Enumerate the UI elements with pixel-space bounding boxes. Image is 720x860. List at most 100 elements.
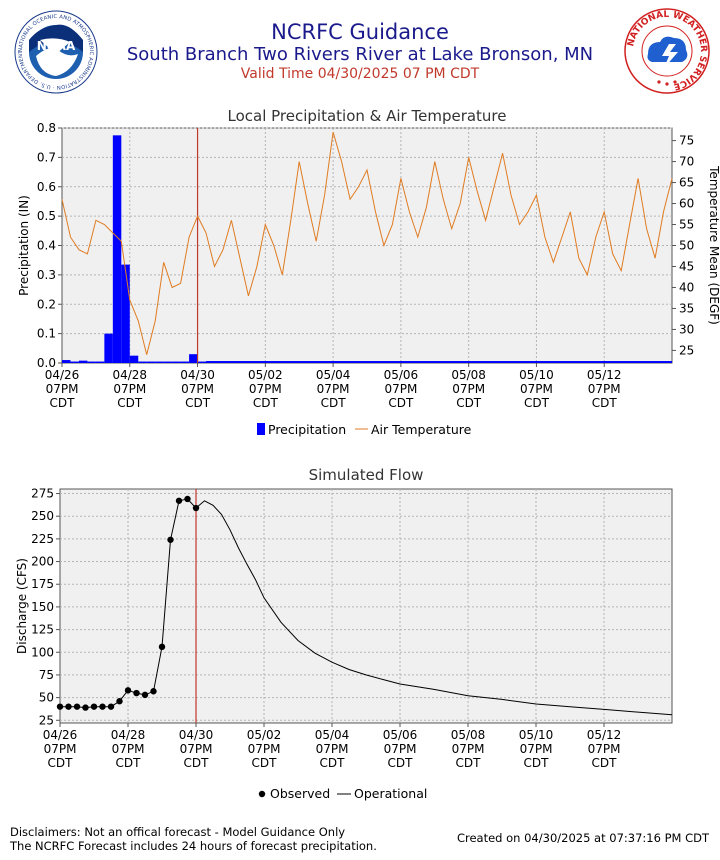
x-tick-label-date: 05/06 [384, 368, 419, 382]
x-tick-label-tz: CDT [252, 756, 278, 770]
x-tick-label-time: 07PM [588, 382, 621, 396]
x-tick-label-time: 07PM [248, 742, 281, 756]
chart-title: Local Precipitation & Air Temperature [227, 107, 506, 125]
x-tick-label-tz: CDT [185, 396, 211, 410]
precip-bar [180, 361, 190, 363]
observed-point [116, 698, 123, 705]
y-tick-label: 225 [31, 532, 54, 546]
y2-axis-label: Temperature Mean (DEGF) [707, 165, 720, 325]
precip-bar [62, 360, 71, 363]
y-tick-label: 0.3 [37, 268, 56, 282]
precip-bar [155, 361, 164, 363]
observed-point [141, 691, 149, 699]
air-temperature-line [61, 132, 673, 355]
y2-tick-label: 70 [679, 155, 694, 169]
y-axis-label: Discharge (CFS) [15, 558, 29, 654]
legend-temp-label: Air Temperature [371, 422, 472, 437]
precip-bar [104, 333, 113, 363]
y-tick-label: 150 [31, 600, 54, 614]
x-tick-label-tz: CDT [320, 756, 346, 770]
x-tick-label-tz: CDT [388, 756, 414, 770]
y-tick-label: 75 [39, 668, 54, 682]
observed-point [107, 703, 115, 710]
precip-bar [87, 361, 96, 363]
y-tick-label: 0.2 [37, 297, 56, 311]
y-tick-label: 125 [31, 623, 54, 637]
x-tick-label-time: 07PM [384, 742, 417, 756]
chart-title: Simulated Flow [309, 466, 424, 484]
observed-point [56, 703, 64, 710]
x-tick-label-date: 05/08 [451, 728, 486, 742]
x-tick-label-time: 07PM [452, 742, 485, 756]
y-tick-label: 0.1 [37, 327, 56, 341]
x-tick-label-time: 07PM [520, 742, 553, 756]
precip-bar [163, 361, 173, 363]
observed-point [65, 703, 72, 710]
y-tick-label: 0.4 [37, 239, 56, 253]
y-tick-label: 175 [31, 577, 54, 591]
y-tick-label: 0.0 [37, 356, 56, 370]
x-tick-label-time: 07PM [249, 382, 282, 396]
legend-observed-swatch [258, 790, 266, 798]
x-tick-label-date: 04/28 [112, 368, 147, 382]
y2-tick-label: 75 [679, 134, 694, 148]
noaa-logo-text: NOAA [37, 39, 76, 53]
x-tick-label-time: 07PM [588, 742, 621, 756]
x-tick-label-date: 04/30 [180, 368, 215, 382]
legend-observed-label: Observed [270, 786, 330, 801]
x-tick-label-tz: CDT [388, 396, 414, 410]
observed-point [175, 497, 183, 504]
operational-line [195, 500, 673, 716]
observed-point [133, 689, 140, 697]
created-timestamp: Created on 04/30/2025 at 07:37:16 PM CDT [456, 831, 709, 845]
observed-point [192, 504, 200, 512]
x-tick-label-date: 05/06 [383, 728, 418, 742]
nws-logo: NATIONAL WEATHER SERVICE [624, 8, 710, 94]
simulated-flow-chart: Simulated Flow04/2607PMCDT04/2807PMCDT04… [15, 466, 673, 801]
x-tick-label-tz: CDT [524, 756, 550, 770]
x-tick-label-tz: CDT [116, 756, 142, 770]
x-tick-label-date: 05/10 [519, 368, 554, 382]
disclaimer-line-2: The NCRFC Forecast includes 24 hours of … [10, 839, 377, 853]
precip-bar [121, 264, 130, 363]
plot-area [59, 488, 673, 724]
observed-point [90, 703, 98, 710]
observed-point [150, 688, 157, 695]
y-tick-label: 200 [31, 555, 54, 569]
y2-tick-label: 40 [679, 280, 694, 294]
x-tick-label-date: 05/12 [587, 368, 622, 382]
noaa-logo: NATIONAL OCEANIC AND ATMOSPHERIC ADMINIS… [14, 10, 98, 94]
y2-tick-label: 60 [679, 197, 694, 211]
y-tick-label: 25 [39, 713, 54, 727]
precip-bar [146, 361, 156, 363]
y-tick-label: 0.5 [37, 209, 56, 223]
y-tick-label: 250 [31, 509, 54, 523]
legend-precip-label: Precipitation [268, 422, 346, 437]
x-tick-label-tz: CDT [117, 396, 143, 410]
y-tick-label: 0.7 [37, 150, 56, 164]
precip-bar [129, 355, 139, 363]
x-tick-label-time: 07PM [180, 742, 213, 756]
x-tick-label-date: 04/28 [111, 728, 146, 742]
precip-temp-chart: Local Precipitation & Air Temperature 04/… [17, 107, 720, 437]
x-tick-label-time: 07PM [113, 382, 146, 396]
x-tick-label-time: 07PM [384, 382, 417, 396]
x-tick-label-date: 05/04 [315, 728, 350, 742]
y2-tick-label: 55 [679, 218, 694, 232]
page-title: NCRFC Guidance [271, 20, 449, 44]
page-subtitle: South Branch Two Rivers River at Lake Br… [126, 44, 594, 65]
x-tick-label-tz: CDT [456, 756, 482, 770]
x-tick-label-tz: CDT [524, 396, 550, 410]
observed-point [82, 704, 89, 711]
x-tick-label-tz: CDT [253, 396, 279, 410]
precip-bar [78, 360, 88, 363]
x-tick-label-time: 07PM [520, 382, 553, 396]
x-tick-label-date: 05/08 [451, 368, 486, 382]
x-tick-label-time: 07PM [452, 382, 485, 396]
observed-point [167, 536, 174, 543]
y2-tick-label: 65 [679, 176, 694, 190]
legend-precip-swatch [257, 423, 265, 435]
disclaimer-line-1: Disclaimers: Not an offical forecast - M… [10, 825, 346, 839]
precip-forecast-baseline [206, 361, 672, 363]
y2-tick-label: 30 [679, 322, 694, 336]
